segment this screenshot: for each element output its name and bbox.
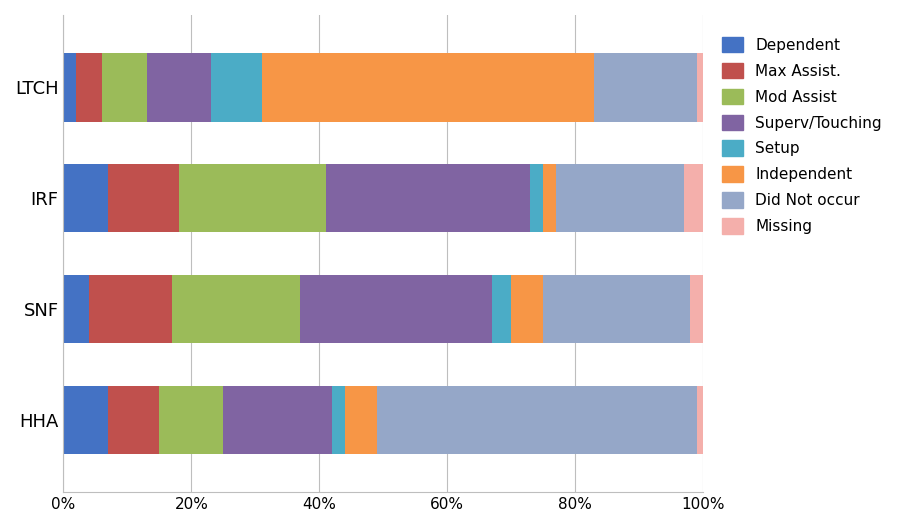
Bar [210, 53, 262, 122]
Bar [690, 275, 703, 344]
Bar [63, 164, 108, 232]
Bar [543, 275, 690, 344]
Bar [543, 164, 556, 232]
Bar [530, 164, 543, 232]
Bar [102, 53, 147, 122]
Bar [262, 53, 594, 122]
Bar [492, 275, 511, 344]
Bar [108, 386, 160, 454]
Bar [300, 275, 492, 344]
Bar [696, 53, 703, 122]
Bar [179, 164, 326, 232]
Bar [684, 164, 703, 232]
Bar [556, 164, 684, 232]
Bar [696, 386, 703, 454]
Bar [594, 53, 696, 122]
Bar [63, 386, 108, 454]
Bar [89, 275, 172, 344]
Bar [345, 386, 377, 454]
Bar [147, 53, 210, 122]
Bar [511, 275, 543, 344]
Legend: Dependent, Max Assist., Mod Assist, Superv/Touching, Setup, Independent, Did Not: Dependent, Max Assist., Mod Assist, Supe… [717, 32, 887, 239]
Bar [77, 53, 102, 122]
Bar [160, 386, 224, 454]
Bar [332, 386, 345, 454]
Bar [63, 53, 77, 122]
Bar [63, 275, 89, 344]
Bar [377, 386, 696, 454]
Bar [224, 386, 332, 454]
Bar [326, 164, 530, 232]
Bar [108, 164, 179, 232]
Bar [172, 275, 300, 344]
